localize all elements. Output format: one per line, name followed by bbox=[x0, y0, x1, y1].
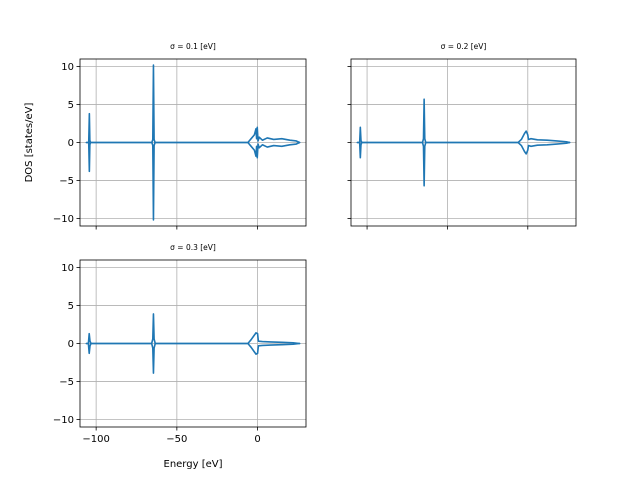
x-tick-label: −100 bbox=[82, 434, 109, 445]
y-tick-label: −5 bbox=[59, 377, 74, 388]
panel-sigma-0-3: σ = 0.3 [eV] Energy [eV] −100 −50 0−10−505… bbox=[53, 243, 307, 470]
y-tick-label: 5 bbox=[68, 301, 74, 312]
dos-series-line bbox=[85, 313, 301, 345]
panel-title: σ = 0.3 [eV] bbox=[170, 243, 216, 252]
x-tick-label: −50 bbox=[166, 434, 187, 445]
y-tick-label: −5 bbox=[59, 176, 74, 187]
y-tick-label: 10 bbox=[61, 62, 74, 73]
dos-series-line-mirror bbox=[85, 342, 301, 374]
y-tick-label: 0 bbox=[68, 339, 74, 350]
dos-series-line-mirror bbox=[356, 141, 571, 187]
dos-series-line-mirror bbox=[85, 141, 301, 221]
y-tick-label: 10 bbox=[61, 263, 74, 274]
panel-title: σ = 0.1 [eV] bbox=[170, 42, 216, 51]
y-axis-label: DOS [states/eV] bbox=[24, 103, 35, 183]
y-tick-label: 5 bbox=[68, 100, 74, 111]
panel-title: σ = 0.2 [eV] bbox=[441, 42, 487, 51]
y-tick-label: −10 bbox=[53, 415, 74, 426]
y-tick-label: −10 bbox=[53, 214, 74, 225]
panel-sigma-0-2: σ = 0.2 [eV] bbox=[347, 42, 577, 230]
dos-series-line bbox=[85, 64, 301, 144]
panel-sigma-0-1: σ = 0.1 [eV] DOS [states/eV] −10 −5 0 5 10 bbox=[24, 42, 307, 230]
y-tick-label: 0 bbox=[68, 138, 74, 149]
dos-series-line bbox=[356, 98, 571, 144]
x-tick-label: 0 bbox=[254, 434, 260, 445]
x-axis-label: Energy [eV] bbox=[164, 459, 223, 470]
